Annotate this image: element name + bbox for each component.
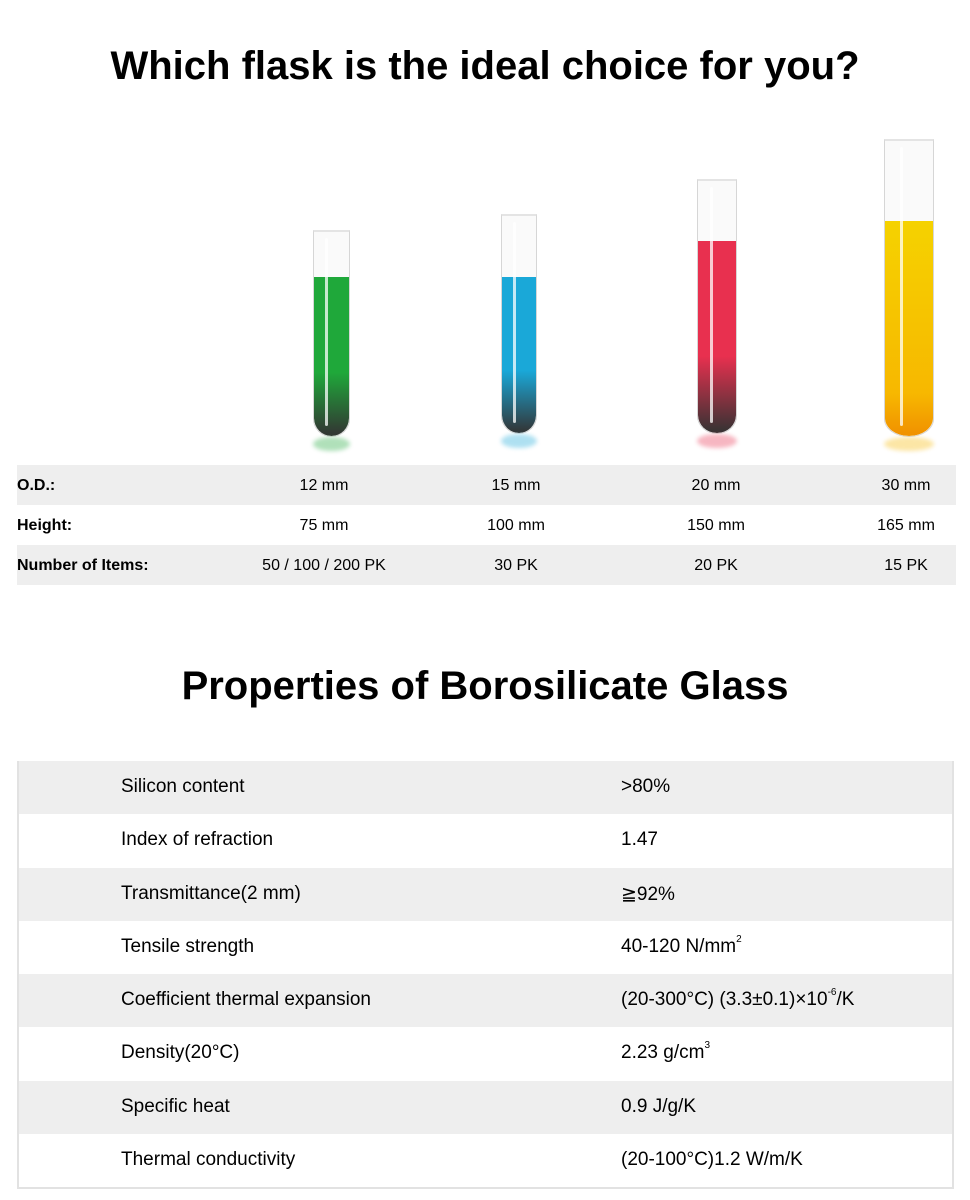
liquid-blue (502, 276, 536, 433)
property-label: Silicon content (121, 776, 245, 797)
property-value: 0.9 J/g/K (621, 1096, 696, 1118)
property-value-text: (20-100°C)1.2 W/m/K (621, 1149, 803, 1171)
property-label: Index of refraction (121, 829, 274, 851)
heading-flask-choice: Which flask is the ideal choice for you? (110, 44, 860, 88)
property-label: Thermal conductivity (121, 1149, 296, 1171)
property-row: Density(20°C) 2.23 g/cm3 (19, 1027, 952, 1080)
property-row: Tensile strength 40-120 N/mm2 (19, 921, 952, 974)
spec-row: Number of Items: 50 / 100 / 200 PK 30 PK 20… (17, 545, 956, 585)
properties-table: Silicon content >80% Index of refraction 1.… (17, 761, 954, 1190)
property-label: Tensile strength (121, 935, 255, 957)
tube-reflection (501, 434, 537, 448)
superscript: 2 (736, 933, 742, 945)
property-value: 40-120 N/mm2 (621, 933, 742, 958)
property-label: Transmittance(2 mm) (121, 882, 301, 904)
test-tube-green (313, 230, 350, 437)
spec-value: 75 mm (299, 517, 349, 534)
property-label: Density(20°C) (121, 1042, 240, 1064)
spec-label: Number of Items: (17, 557, 149, 574)
spec-row: Height: 75 mm 100 mm 150 mm 165 mm (17, 505, 956, 545)
property-row: Thermal conductivity (20-100°C)1.2 W/m/K (19, 1134, 952, 1187)
property-value-suffix: /K (836, 989, 855, 1011)
spec-value: 15 mm (491, 477, 541, 494)
heading-properties: Properties of Borosilicate Glass (181, 664, 789, 708)
property-value-text: >80% (621, 776, 671, 797)
liquid-red (698, 241, 736, 433)
property-value-text: 0.9 J/g/K (621, 1095, 696, 1117)
property-value: ≧92% (621, 883, 675, 906)
property-value: >80% (621, 776, 670, 798)
spec-value: 15 PK (884, 557, 928, 574)
spec-value: 150 mm (687, 517, 745, 534)
liquid-yellow (885, 220, 933, 436)
glass-highlight (325, 238, 329, 426)
superscript: -6 (827, 987, 837, 999)
test-tube-yellow (884, 139, 934, 437)
spec-value: 20 PK (694, 557, 738, 574)
property-label: Specific heat (121, 1095, 230, 1117)
spec-row: O.D.: 12 mm 15 mm 20 mm 30 mm (17, 465, 956, 505)
tube-reflection (697, 434, 737, 448)
property-value: 2.23 g/cm3 (621, 1040, 710, 1064)
spec-value: 50 / 100 / 200 PK (262, 557, 386, 574)
test-tube-blue (501, 214, 537, 434)
superscript: 3 (704, 1040, 710, 1052)
property-row: Coefficient thermal expansion (20-300°C) … (19, 974, 952, 1028)
glass-highlight (900, 147, 903, 426)
property-value-text: (20-300°C) (3.3±0.1)×10 (621, 989, 828, 1011)
liquid-green (314, 276, 349, 436)
spec-label: Height: (17, 517, 73, 534)
tube-reflection (884, 437, 934, 451)
spec-value: 100 mm (487, 517, 545, 534)
spec-value: 30 PK (494, 557, 538, 574)
tube-reflection (313, 437, 350, 451)
property-row: Transmittance(2 mm) ≧92% (19, 867, 952, 921)
property-row: Index of refraction 1.47 (19, 814, 952, 867)
property-label: Coefficient thermal expansion (121, 989, 371, 1011)
property-value: 1.47 (621, 829, 658, 851)
glass-highlight (512, 222, 516, 423)
property-value: (20-100°C)1.2 W/m/K (621, 1149, 803, 1171)
property-value-text: ≧92% (621, 883, 675, 905)
spec-value: 12 mm (299, 477, 349, 494)
spec-value: 20 mm (691, 477, 741, 494)
spec-value: 30 mm (881, 477, 931, 494)
property-row: Silicon content >80% (19, 761, 952, 815)
spec-value: 165 mm (877, 517, 935, 534)
property-value-text: 1.47 (621, 829, 658, 851)
spec-label: O.D.: (17, 477, 56, 494)
property-row: Specific heat 0.9 J/g/K (19, 1080, 952, 1135)
property-value: (20-300°C) (3.3±0.1)×10-6/K (621, 987, 855, 1011)
property-value-text: 2.23 g/cm (621, 1042, 705, 1064)
glass-highlight (710, 187, 713, 423)
property-value-text: 40-120 N/mm (621, 935, 737, 957)
test-tube-red (697, 179, 737, 434)
